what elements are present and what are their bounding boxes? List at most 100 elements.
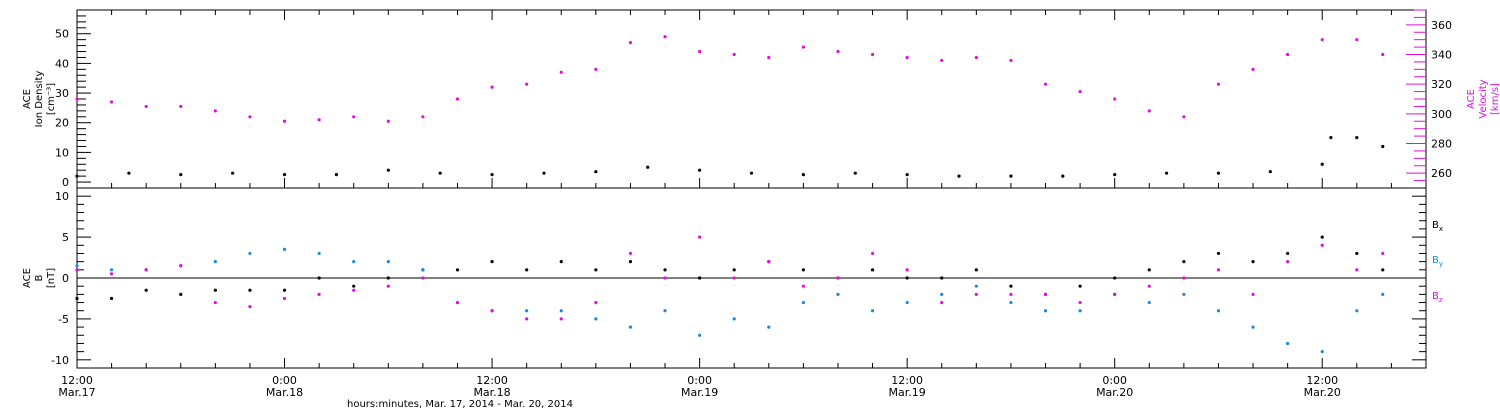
point-ion-density [957, 174, 961, 178]
point-by [870, 309, 875, 313]
point-ion-density [75, 174, 79, 178]
x-tick-time: 0:00 [687, 374, 712, 387]
point-bx [1320, 235, 1324, 239]
point-ion-density [1216, 171, 1221, 175]
point-by [317, 251, 321, 256]
point-ion-density [438, 171, 442, 175]
legend-bx: Bx [1432, 220, 1443, 233]
point-by [1078, 309, 1082, 313]
point-bx [386, 276, 390, 280]
point-ion-density [127, 171, 131, 175]
point-by [109, 268, 114, 272]
point-velocity [974, 55, 978, 60]
point-bx [213, 288, 217, 292]
point-velocity [1251, 67, 1255, 71]
point-velocity [1078, 89, 1082, 94]
point-by [1251, 325, 1255, 329]
top-data-points [75, 35, 1385, 178]
point-bz [870, 251, 875, 256]
point-bx [144, 288, 148, 292]
point-bz [836, 276, 840, 280]
point-velocity [248, 115, 252, 119]
point-velocity [386, 119, 390, 123]
point-bz [179, 264, 183, 268]
density-y-ticks: 0 10 20 30 40 50 [55, 9, 91, 189]
density-axis-label-3: [cm⁻³] [46, 83, 57, 115]
point-bz [144, 268, 148, 272]
x-tick-date: Mar.20 [1304, 386, 1341, 399]
point-bx [870, 268, 875, 272]
point-bx [525, 268, 529, 272]
bottom-x-ticks [76, 358, 1427, 368]
b-legend: Bx By Bz [1432, 220, 1443, 304]
point-ion-density [282, 173, 287, 177]
b-field-y-ticks: -10 -5 0 5 10 [51, 190, 1426, 367]
point-bx [628, 260, 633, 264]
point-velocity [836, 49, 840, 54]
x-axis-title: hours:minutes, Mar. 17, 2014 - Mar. 20, … [347, 399, 573, 410]
point-velocity [940, 58, 944, 63]
point-bz [628, 251, 633, 256]
point-by [836, 292, 840, 296]
point-bz [455, 300, 460, 305]
point-by [905, 300, 909, 305]
point-bz [1381, 251, 1385, 256]
point-ion-density [1061, 174, 1065, 178]
point-ion-density [698, 168, 702, 172]
x-tick-date: Mar.19 [681, 386, 718, 399]
point-bz [1078, 300, 1082, 305]
point-bx [352, 284, 356, 288]
x-tick-time: 12:00 [61, 374, 93, 387]
point-bx [490, 260, 494, 264]
point-by [801, 300, 805, 305]
point-by [594, 317, 598, 321]
point-by [1216, 309, 1221, 313]
point-bx [179, 292, 183, 296]
point-ion-density [1329, 135, 1333, 140]
point-bx [317, 276, 321, 280]
top-panel: 0 10 20 30 40 50 260 280 300 320 340 360 ACE Ion D… [22, 9, 1500, 189]
point-ion-density [490, 173, 494, 177]
point-bx [663, 268, 667, 272]
b-axis-label-2: B [34, 274, 45, 281]
point-velocity [767, 55, 771, 60]
point-bx [109, 296, 114, 301]
point-velocity [1043, 82, 1048, 86]
b-tick-label: -5 [58, 313, 69, 326]
point-bx [732, 268, 736, 272]
point-bx [1078, 284, 1082, 288]
point-bz [698, 235, 702, 239]
point-bx [698, 276, 702, 280]
point-by [628, 325, 633, 329]
point-velocity [905, 55, 909, 60]
point-by [525, 309, 529, 313]
x-tick-time: 12:00 [891, 374, 923, 387]
point-velocity [1147, 109, 1151, 113]
x-tick-time: 12:00 [476, 374, 508, 387]
x-tick-date: Mar.20 [1096, 386, 1133, 399]
point-by [213, 260, 217, 264]
point-bx [1113, 276, 1117, 280]
point-bz [317, 292, 321, 296]
point-ion-density [386, 168, 390, 172]
point-ion-density [1164, 171, 1169, 175]
point-by [1320, 350, 1324, 354]
point-bx [940, 276, 944, 280]
point-bz [75, 268, 79, 272]
b-axis-label-3: [nT] [46, 268, 57, 288]
point-by [974, 284, 978, 288]
point-by [1043, 309, 1048, 313]
point-velocity [282, 119, 287, 123]
point-ion-density [179, 173, 183, 177]
point-bx [248, 288, 252, 292]
point-bz [282, 296, 287, 301]
point-bz [1009, 292, 1013, 296]
point-ion-density [542, 171, 546, 175]
point-bx [1286, 251, 1290, 256]
velocity-tick-label: 300 [1431, 108, 1452, 121]
point-by [75, 264, 79, 268]
velocity-tick-label: 320 [1431, 78, 1452, 91]
point-bz [974, 292, 978, 296]
x-tick-time: 0:00 [1102, 374, 1127, 387]
